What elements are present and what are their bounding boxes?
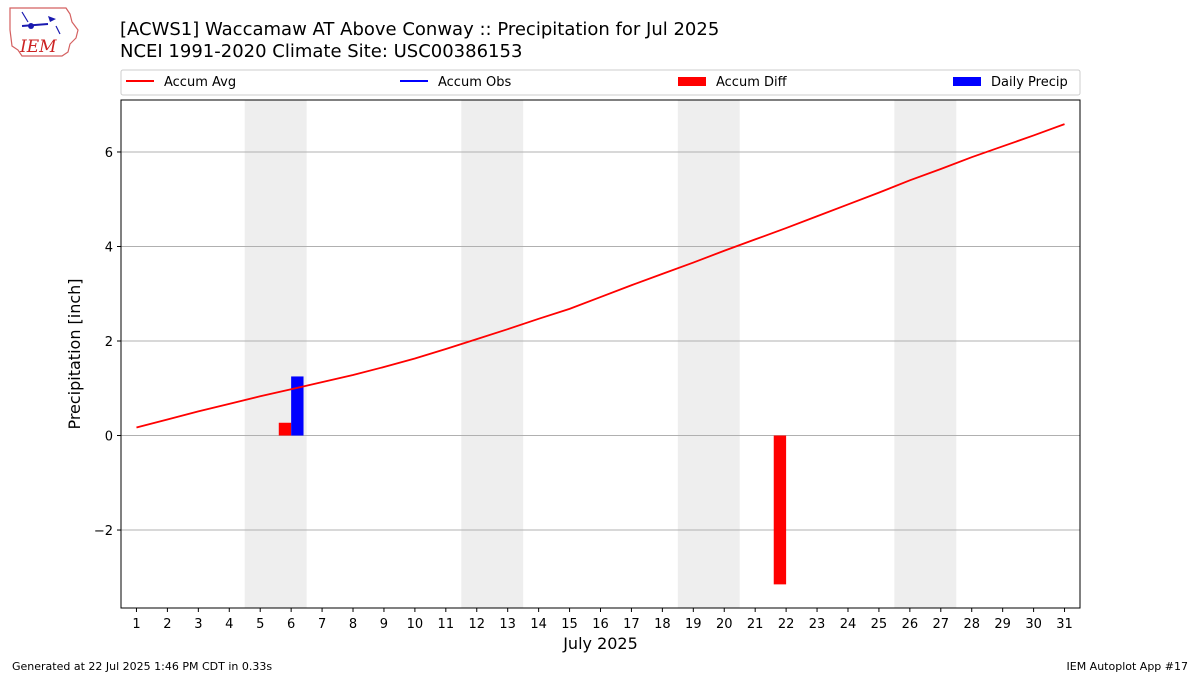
legend-label: Accum Obs [438,75,511,90]
x-tick-label: 20 [716,617,733,632]
y-tick-label: 2 [105,335,113,350]
x-tick-label: 27 [933,617,950,632]
x-tick-label: 30 [1025,617,1042,632]
iem-logo: IEM [9,7,79,57]
y-tick-label: −2 [94,524,113,539]
x-tick-label: 26 [902,617,919,632]
x-tick-label: 29 [994,617,1011,632]
x-tick-label: 15 [561,617,578,632]
weekend-shade [677,100,740,608]
footer-app-label: IEM Autoplot App #17 [1066,660,1189,673]
logo-text: IEM [19,37,57,57]
x-tick-label: 23 [809,617,826,632]
legend-label: Accum Avg [164,75,236,90]
x-tick-label: 2 [163,617,171,632]
x-tick-label: 11 [438,617,455,632]
y-tick-label: 4 [105,240,113,255]
x-tick-label: 24 [840,617,857,632]
legend-swatch [678,77,706,86]
legend-label: Accum Diff [716,75,788,90]
y-axis-label: Precipitation [inch] [65,278,84,429]
x-tick-label: 28 [963,617,980,632]
x-tick-label: 9 [380,617,388,632]
x-tick-label: 13 [499,617,516,632]
x-tick-label: 14 [530,617,547,632]
x-tick-label: 8 [349,617,357,632]
x-tick-label: 3 [194,617,202,632]
x-tick-label: 1 [132,617,140,632]
accum-diff-bar [773,435,787,585]
weekend-shade [461,100,524,608]
legend-swatch [953,77,981,86]
y-tick-label: 6 [105,146,113,161]
x-tick-label: 17 [623,617,640,632]
y-tick-label: 0 [105,430,113,445]
x-tick-label: 7 [318,617,326,632]
x-tick-label: 18 [654,617,671,632]
chart-subtitle: NCEI 1991-2020 Climate Site: USC00386153 [120,41,522,62]
plot-frame [120,99,1081,609]
weekend-shade [894,100,957,608]
x-tick-label: 4 [225,617,233,632]
legend: Accum Avg Accum Obs Accum Diff Daily Precip [120,69,1081,96]
x-tick-label: 6 [287,617,295,632]
x-tick-label: 21 [747,617,764,632]
chart-title: [ACWS1] Waccamaw AT Above Conway :: Prec… [120,19,719,40]
accum-diff-bar [278,422,292,436]
legend-label: Daily Precip [991,75,1068,90]
weekend-shade [244,100,307,608]
x-tick-label: 22 [778,617,795,632]
x-tick-label: 12 [468,617,485,632]
daily-precip-bar [291,376,304,436]
x-tick-label: 19 [685,617,702,632]
accum-avg-line [136,123,1065,429]
x-axis-label: July 2025 [562,634,638,653]
x-tick-label: 25 [871,617,888,632]
x-tick-label: 5 [256,617,264,632]
x-tick-label: 31 [1056,617,1073,632]
footer-generated-text: Generated at 22 Jul 2025 1:46 PM CDT in … [12,660,273,673]
x-tick-label: 16 [592,617,609,632]
x-tick-label: 10 [407,617,424,632]
